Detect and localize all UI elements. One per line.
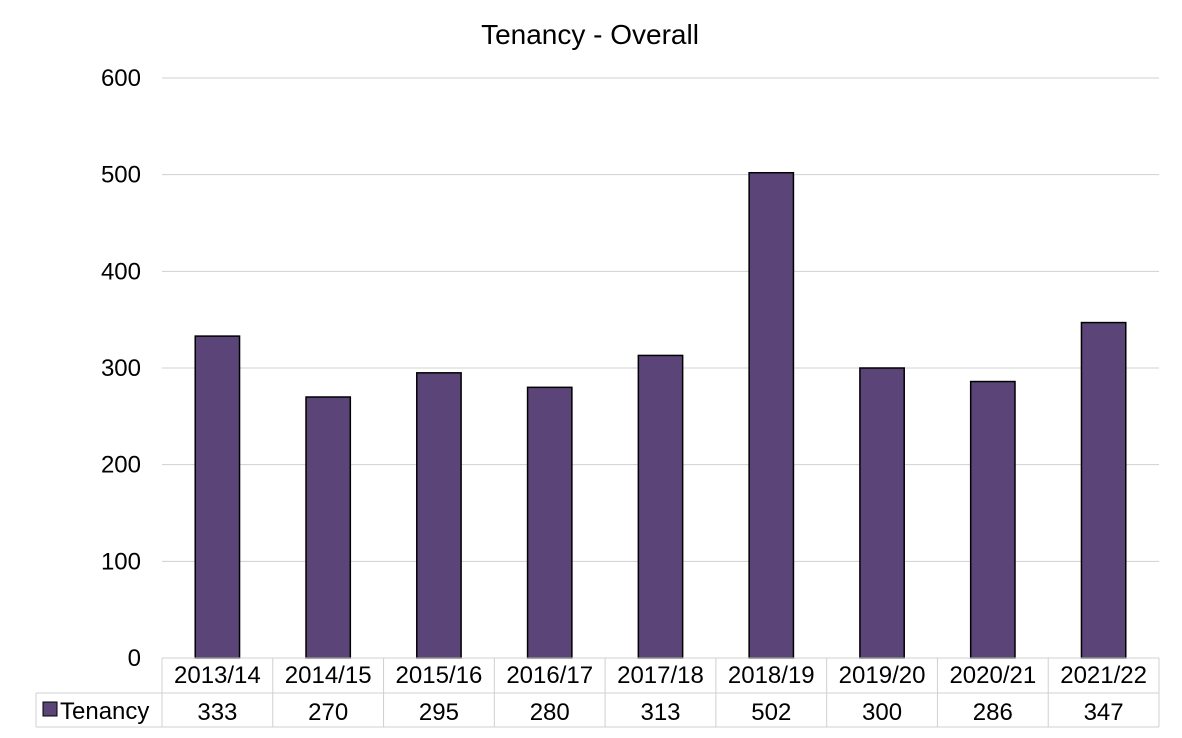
bar: [748, 171, 795, 659]
data-value-label: 270: [308, 699, 348, 726]
y-tick-label: 400: [101, 258, 141, 285]
data-table: 2013/14 2014/15 2015/16 2016/17 2017/18 2018/…: [35, 657, 1160, 728]
x-tick-label: 2017/18: [617, 662, 704, 689]
x-tick-label: 2018/19: [728, 662, 815, 689]
bar: [305, 396, 352, 659]
y-tick-label: 0: [128, 645, 141, 672]
y-tick-label: 600: [101, 65, 141, 92]
bar: [526, 386, 573, 659]
bar: [637, 354, 684, 659]
chart-title: Tenancy - Overall: [481, 19, 699, 50]
y-tick-label: 500: [101, 162, 141, 189]
bars: [194, 171, 1127, 659]
bar: [969, 380, 1016, 659]
data-value-label: 286: [973, 699, 1013, 726]
x-tick-label: 2014/15: [285, 662, 372, 689]
y-tick-label: 300: [101, 355, 141, 382]
data-value-label: 280: [530, 699, 570, 726]
legend-label: Tenancy: [60, 698, 149, 725]
bar: [194, 335, 241, 659]
x-tick-label: 2020/21: [949, 662, 1036, 689]
y-tick-label: 100: [101, 548, 141, 575]
y-tick-label: 200: [101, 452, 141, 479]
x-tick-label: 2016/17: [506, 662, 593, 689]
legend-swatch: [42, 701, 58, 717]
data-value-label: 300: [862, 699, 902, 726]
y-axis: 0 100 200 300 400 500 600: [101, 65, 141, 672]
x-tick-label: 2021/22: [1060, 662, 1147, 689]
data-value-label: 347: [1084, 699, 1124, 726]
x-tick-label: 2019/20: [839, 662, 926, 689]
data-value-label: 295: [419, 699, 459, 726]
x-tick-label: 2013/14: [174, 662, 261, 689]
data-value-label: 333: [197, 699, 237, 726]
data-value-label: 502: [751, 699, 791, 726]
bar: [416, 372, 462, 659]
x-tick-label: 2015/16: [396, 662, 483, 689]
bar: [859, 367, 905, 659]
bar: [1080, 321, 1127, 659]
data-value-label: 313: [640, 699, 680, 726]
